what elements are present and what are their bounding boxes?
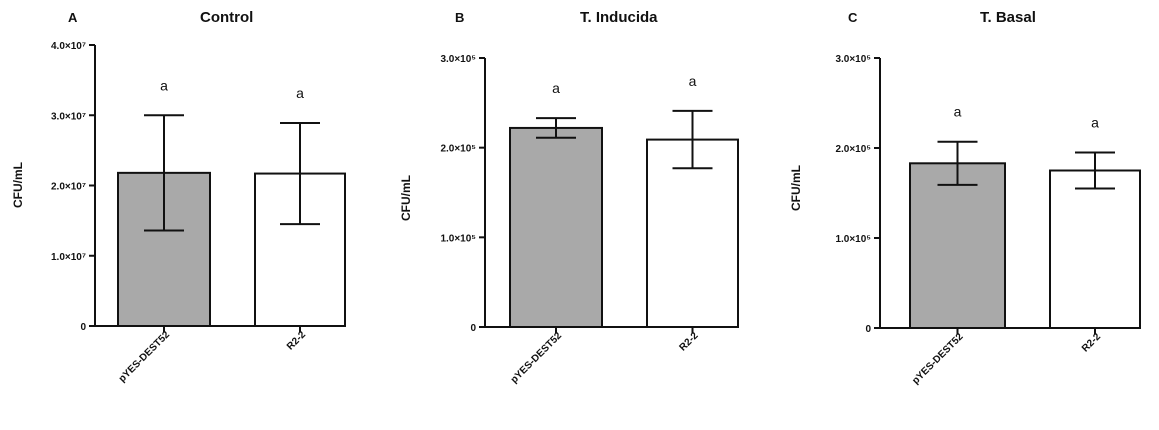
y-tick-label: 2.0×10⁵	[835, 144, 871, 155]
bar[interactable]	[1049, 169, 1141, 329]
bar[interactable]	[509, 126, 603, 328]
chart-title: T. Inducida	[580, 9, 658, 26]
significance-letter: a	[1091, 115, 1099, 131]
significance-letter: a	[552, 80, 560, 96]
significance-letter: a	[689, 73, 697, 89]
y-tick-label: 2.0×10⁵	[440, 144, 476, 155]
x-tick-label: R2-2	[1080, 331, 1103, 354]
significance-letter: a	[296, 85, 304, 101]
panel-letter: A	[68, 10, 78, 25]
y-tick-label: 1.0×10⁵	[440, 233, 476, 244]
chart-title: Control	[200, 9, 253, 26]
y-tick-label: 3.0×10⁵	[835, 54, 871, 65]
y-tick-label: 0	[470, 323, 476, 334]
y-tick-label: 3.0×10⁷	[51, 111, 86, 122]
y-tick-label: 0	[865, 324, 871, 335]
x-tick-label: R2-2	[678, 330, 701, 353]
y-axis-label: CFU/mL	[399, 175, 413, 221]
y-tick-label: 2.0×10⁷	[51, 182, 86, 193]
significance-letter: a	[160, 77, 168, 93]
y-axis-label: CFU/mL	[11, 162, 25, 208]
bar[interactable]	[909, 162, 1006, 329]
y-tick-label: 1.0×10⁷	[51, 252, 86, 263]
y-tick-label: 3.0×10⁵	[440, 54, 476, 65]
y-tick-label: 0	[80, 322, 86, 333]
y-tick-label: 1.0×10⁵	[835, 234, 871, 245]
y-tick-label: 4.0×10⁷	[51, 41, 86, 52]
significance-letter: a	[954, 104, 962, 120]
x-tick-label: R2-2	[285, 329, 308, 352]
panel-letter: C	[848, 10, 858, 25]
y-axis-label: CFU/mL	[789, 165, 803, 211]
x-tick-label: pYES-DEST52	[509, 330, 565, 386]
panel-letter: B	[455, 10, 464, 25]
x-tick-label: pYES-DEST52	[117, 329, 173, 385]
chart-title: T. Basal	[980, 9, 1036, 26]
x-tick-label: pYES-DEST52	[910, 331, 966, 387]
